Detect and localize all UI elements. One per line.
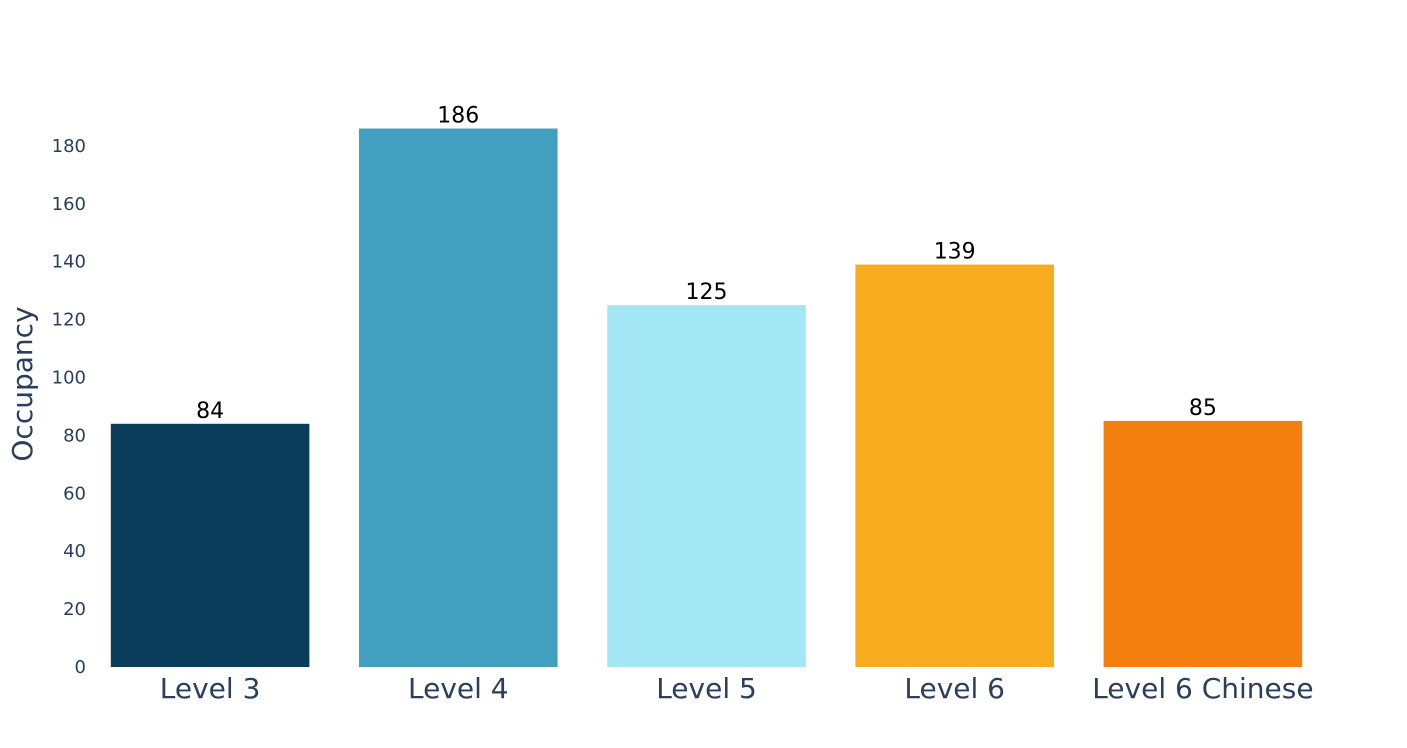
bar	[607, 305, 806, 667]
y-tick-label: 20	[63, 599, 86, 620]
bar-value-label: 84	[196, 399, 224, 424]
bar	[1103, 420, 1303, 667]
x-category-label: Level 4	[408, 672, 509, 705]
y-axis-title: Occupancy	[6, 306, 39, 461]
y-tick-label: 140	[52, 252, 86, 273]
bar-value-label: 139	[934, 240, 976, 265]
y-tick-label: 40	[63, 541, 86, 562]
y-tick-label: 160	[52, 194, 86, 215]
bar-value-label: 125	[686, 280, 728, 305]
bar-value-label: 85	[1189, 396, 1217, 421]
bar	[110, 423, 310, 667]
y-tick-label: 60	[63, 483, 86, 504]
y-tick-label: 80	[63, 425, 86, 446]
bar	[359, 128, 558, 667]
x-axis-labels: Level 3 Level 4 Level 5 Level 6 Level 6 Chin…	[160, 672, 1314, 705]
y-tick-label: 180	[52, 136, 86, 157]
x-category-label: Level 3	[160, 672, 261, 705]
y-axis-ticks: 0 20 40 60 80 100 120 140 160 180	[52, 136, 86, 678]
x-category-label: Level 5	[656, 672, 757, 705]
x-category-label: Level 6 Chinese	[1092, 672, 1313, 705]
y-tick-label: 100	[52, 367, 86, 388]
bar	[855, 264, 1054, 667]
bars	[110, 128, 1303, 667]
bar-value-label: 186	[437, 104, 479, 129]
y-tick-label: 0	[75, 657, 86, 678]
x-category-label: Level 6	[904, 672, 1005, 705]
bar-value-labels: 84 186 125 139 85	[196, 104, 1217, 424]
y-tick-label: 120	[52, 310, 86, 331]
